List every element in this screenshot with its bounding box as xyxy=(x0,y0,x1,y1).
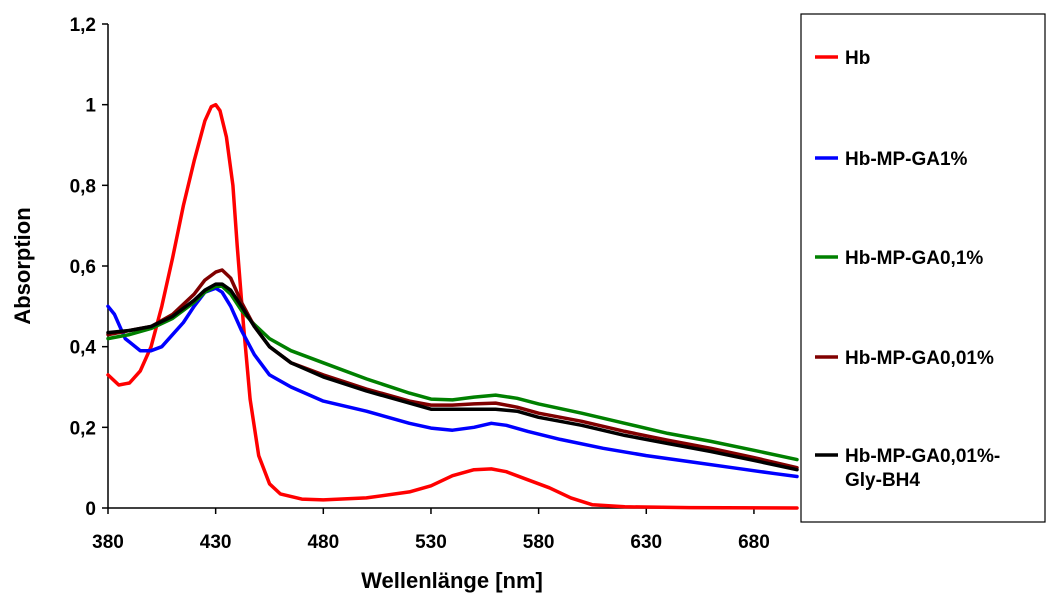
x-tick-label: 530 xyxy=(415,532,447,553)
legend-label-5: Hb-MP-GA0,01%-Gly-BH4 xyxy=(845,446,1000,491)
y-tick-label: 0,8 xyxy=(70,176,96,197)
series-line-5 xyxy=(106,282,799,472)
y-axis-title: Absorption xyxy=(10,207,35,324)
x-tick-label: 480 xyxy=(307,532,339,553)
x-tick-label: 430 xyxy=(200,532,232,553)
y-tick-label: 0,4 xyxy=(70,338,97,359)
series-line-3 xyxy=(106,284,799,462)
legend-label-4: Hb-MP-GA0,01% xyxy=(845,348,994,369)
plot-lines xyxy=(106,102,799,510)
x-tick-label: 630 xyxy=(630,532,662,553)
y-tick-label: 0,2 xyxy=(70,418,96,439)
legend-label-3: Hb-MP-GA0,1% xyxy=(845,248,983,269)
legend: Hb Hb-MP-GA1% Hb-MP-GA0,1% Hb-MP-GA0,01% Hb-… xyxy=(800,13,1046,523)
series-line-1 xyxy=(106,102,799,510)
series-line-4 xyxy=(106,268,799,470)
legend-label-1: Hb xyxy=(845,48,870,69)
x-tick-label: 580 xyxy=(523,532,555,553)
x-tick-label: 380 xyxy=(92,532,124,553)
y-tick-label: 0 xyxy=(85,499,96,520)
legend-box xyxy=(800,13,1046,523)
series-line-2 xyxy=(106,286,799,479)
legend-label-2: Hb-MP-GA1% xyxy=(845,149,968,170)
y-tick-label: 1 xyxy=(85,96,96,117)
y-tick-label: 0,6 xyxy=(70,257,96,278)
x-tick-label: 680 xyxy=(738,532,770,553)
y-tick-label: 1,2 xyxy=(70,15,96,36)
x-axis-title: Wellenlänge [nm] xyxy=(361,568,543,593)
axes: 0 0,2 0,4 0,6 0,8 1 1,2 380 430 480 530 580 630 680 xyxy=(70,15,797,553)
